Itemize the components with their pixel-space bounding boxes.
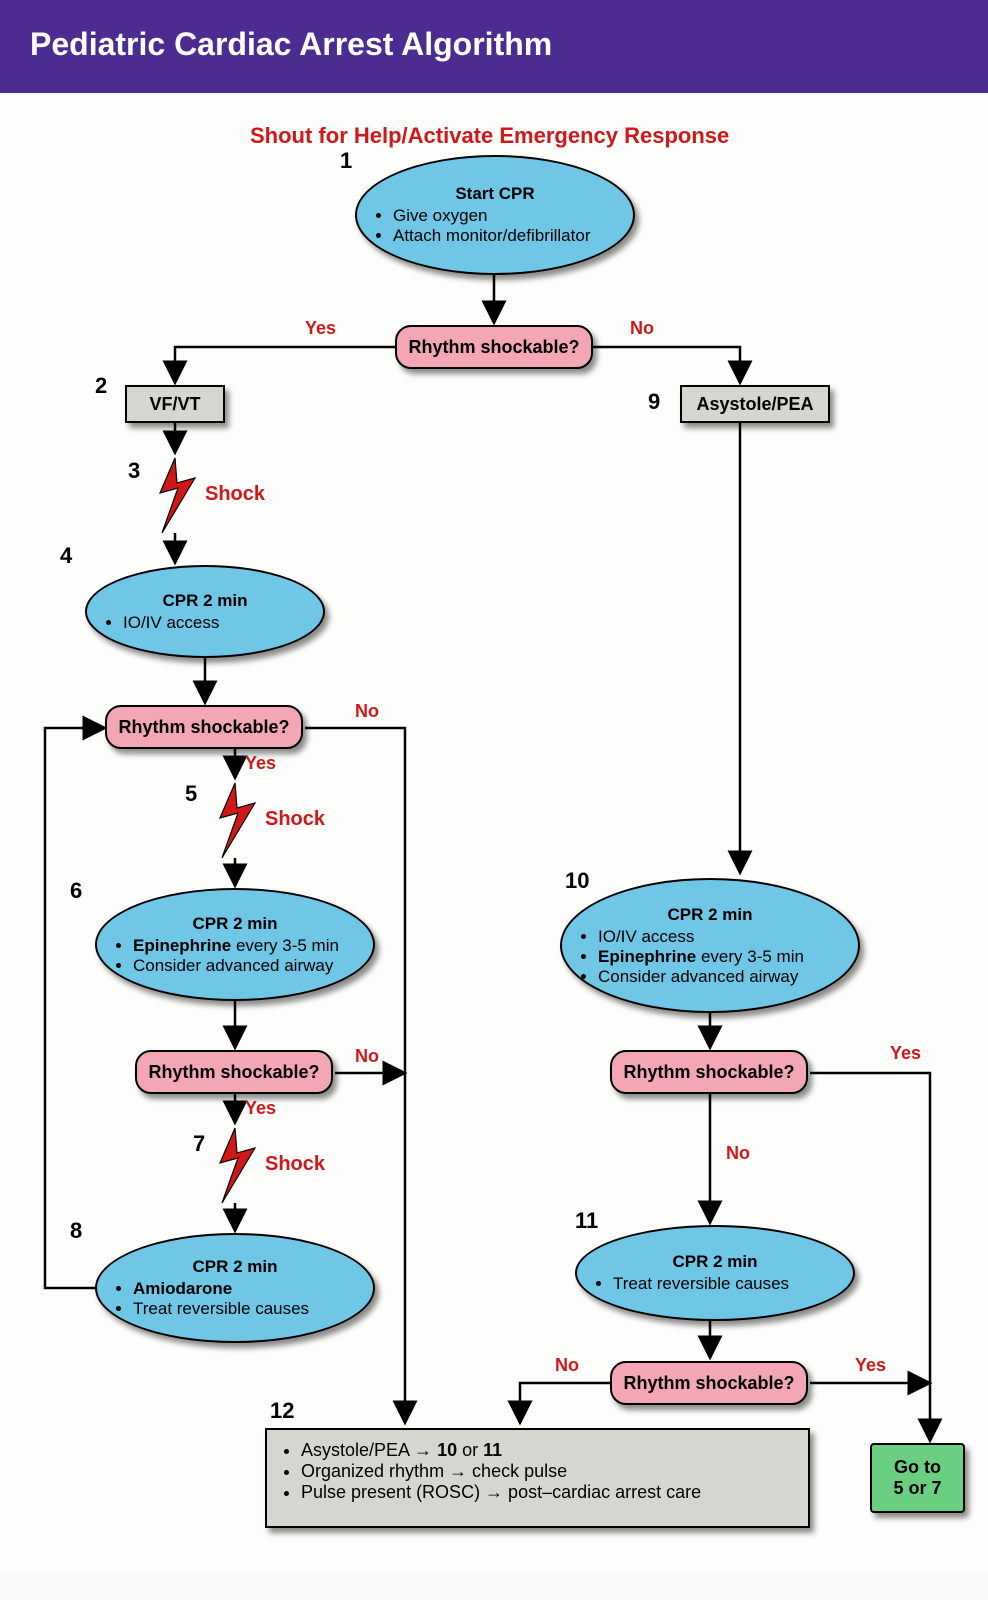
node-8-title: CPR 2 min bbox=[115, 1257, 355, 1277]
node-cpr-11: CPR 2 min Treat reversible causes bbox=[575, 1225, 855, 1321]
edge-yes-4: Yes bbox=[890, 1043, 921, 1064]
node-10-title: CPR 2 min bbox=[580, 905, 840, 925]
node-cpr-4: CPR 2 min IO/IV access bbox=[85, 565, 325, 658]
node-asystole: Asystole/PEA bbox=[680, 385, 830, 423]
step-number-3: 3 bbox=[128, 458, 140, 484]
step-number-12: 12 bbox=[270, 1398, 294, 1424]
node-1-bullets: Give oxygen Attach monitor/defibrillator bbox=[375, 206, 615, 246]
node-goto: Go to 5 or 7 bbox=[870, 1443, 965, 1513]
node-6-title: CPR 2 min bbox=[115, 914, 355, 934]
decision-rhythm-3: Rhythm shockable? bbox=[135, 1050, 333, 1094]
step-number-8: 8 bbox=[70, 1218, 82, 1244]
node-10-bullets: IO/IV accessEpinephrine every 3-5 minCon… bbox=[580, 927, 840, 987]
connectors bbox=[0, 93, 988, 1573]
node-11-title: CPR 2 min bbox=[595, 1252, 835, 1272]
step-number-9: 9 bbox=[648, 389, 660, 415]
decision-rhythm-5: Rhythm shockable? bbox=[610, 1361, 808, 1405]
edge-no-5: No bbox=[555, 1355, 579, 1376]
node-4-bullets: IO/IV access bbox=[105, 613, 305, 633]
decision-rhythm-2: Rhythm shockable? bbox=[105, 705, 303, 749]
step-number-4: 4 bbox=[60, 543, 72, 569]
node-12-bullets: Asystole/PEA → 10 or 11Organized rhythm … bbox=[281, 1440, 794, 1503]
node-vfvt: VF/VT bbox=[125, 385, 225, 423]
page-header: Pediatric Cardiac Arrest Algorithm bbox=[0, 0, 988, 93]
node-4-title: CPR 2 min bbox=[105, 591, 305, 611]
node-start-cpr: Start CPR Give oxygen Attach monitor/def… bbox=[355, 155, 635, 275]
step-number-7: 7 bbox=[193, 1131, 205, 1157]
edge-yes-2: Yes bbox=[245, 753, 276, 774]
decision-rhythm-4: Rhythm shockable? bbox=[610, 1050, 808, 1094]
step-number-11: 11 bbox=[575, 1208, 598, 1234]
step-number-10: 10 bbox=[565, 868, 589, 894]
subtitle: Shout for Help/Activate Emergency Respon… bbox=[250, 123, 729, 149]
shock-label-3: Shock bbox=[205, 483, 265, 506]
node-11-bullets: Treat reversible causes bbox=[595, 1274, 835, 1294]
step-number-6: 6 bbox=[70, 878, 82, 904]
flowchart-canvas: Shout for Help/Activate Emergency Respon… bbox=[0, 93, 988, 1573]
edge-yes-1: Yes bbox=[305, 318, 336, 339]
node-1-title: Start CPR bbox=[375, 184, 615, 204]
shock-label-5: Shock bbox=[265, 808, 325, 831]
step-number-5: 5 bbox=[185, 781, 197, 807]
node-8-bullets: AmiodaroneTreat reversible causes bbox=[115, 1279, 355, 1319]
node-6-bullets: Epinephrine every 3-5 minConsider advanc… bbox=[115, 936, 355, 976]
edge-no-1: No bbox=[630, 318, 654, 339]
step-number-1: 1 bbox=[340, 148, 352, 174]
edge-yes-5: Yes bbox=[855, 1355, 886, 1376]
node-cpr-6: CPR 2 min Epinephrine every 3-5 minConsi… bbox=[95, 888, 375, 1001]
step-number-2: 2 bbox=[95, 373, 107, 399]
edge-no-3: No bbox=[355, 1046, 379, 1067]
decision-rhythm-1: Rhythm shockable? bbox=[395, 325, 593, 369]
node-cpr-10: CPR 2 min IO/IV accessEpinephrine every … bbox=[560, 878, 860, 1013]
edge-no-2: No bbox=[355, 701, 379, 722]
page-title: Pediatric Cardiac Arrest Algorithm bbox=[30, 26, 552, 62]
edge-no-4: No bbox=[726, 1143, 750, 1164]
edge-yes-3: Yes bbox=[245, 1098, 276, 1119]
node-cpr-8: CPR 2 min AmiodaroneTreat reversible cau… bbox=[95, 1233, 375, 1343]
shock-label-7: Shock bbox=[265, 1153, 325, 1176]
node-outcome-12: Asystole/PEA → 10 or 11Organized rhythm … bbox=[265, 1428, 810, 1528]
